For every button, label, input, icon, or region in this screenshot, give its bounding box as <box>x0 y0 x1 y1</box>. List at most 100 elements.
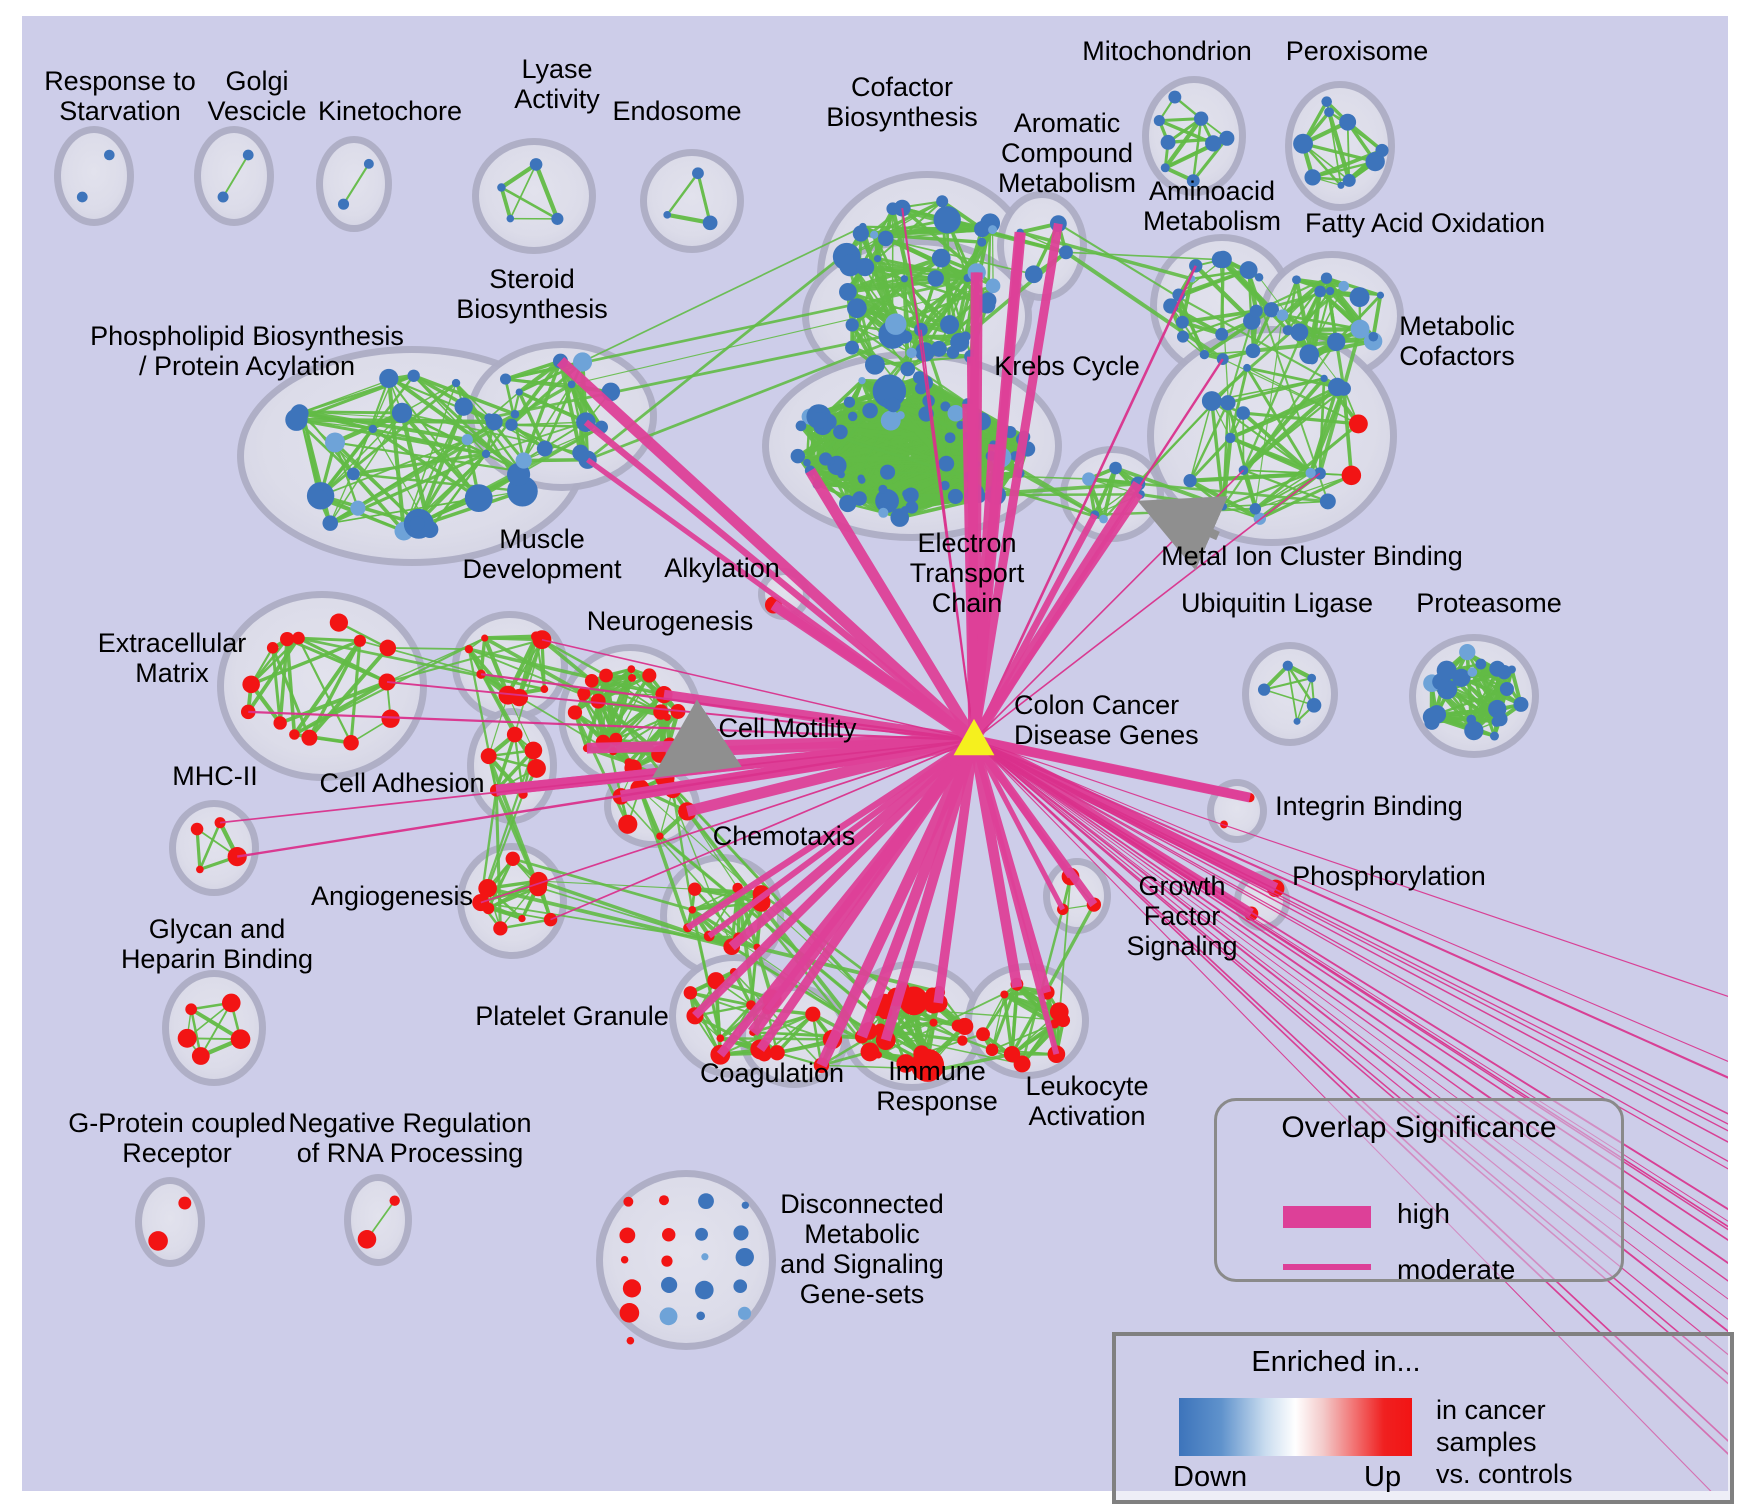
cluster-label-steroid-biosynthesis: Steroid Biosynthesis <box>456 264 608 324</box>
cluster-label-negative-regulation-rna: Negative Regulation of RNA Processing <box>288 1108 532 1168</box>
gene-set-node <box>407 369 420 382</box>
gene-set-node <box>688 906 697 914</box>
gene-set-node <box>518 914 526 923</box>
gene-set-node <box>1168 90 1182 104</box>
gene-set-node <box>1436 660 1457 681</box>
gene-set-node <box>845 318 859 332</box>
gene-set-node <box>735 1247 754 1267</box>
gene-set-node <box>874 1051 882 1059</box>
gene-set-node <box>870 230 879 239</box>
cluster-label-muscle-development: Muscle Development <box>462 524 622 584</box>
hub-edge <box>972 735 1251 803</box>
gene-set-node <box>852 225 869 242</box>
gene-set-node <box>847 411 858 422</box>
gene-set-node <box>944 432 956 444</box>
hub-edge <box>480 739 975 904</box>
gene-set-node <box>1211 251 1229 269</box>
gene-set-node <box>1243 363 1251 372</box>
gene-set-node <box>733 1279 748 1294</box>
gene-set-node <box>1003 1046 1021 1063</box>
cluster-label-metal-ion-cluster-binding: Metal Ion Cluster Binding <box>1161 541 1463 571</box>
gene-set-node <box>389 375 398 383</box>
gene-set-node <box>1507 665 1516 674</box>
gene-set-node <box>242 675 260 694</box>
gene-set-node <box>1368 331 1379 342</box>
arrow-metal-ion <box>1137 496 1228 571</box>
gene-set-node <box>936 195 949 208</box>
gene-set-node <box>481 634 489 642</box>
gene-set-node <box>1293 717 1301 725</box>
annotation-arrows <box>652 496 1228 778</box>
gene-set-node <box>289 729 300 740</box>
gene-set-node <box>506 726 523 743</box>
cluster-label-mhc-ii: MHC-II <box>172 761 258 791</box>
gene-set-node <box>877 230 894 247</box>
cluster-label-leukocyte-activation: Leukocyte Activation <box>1025 1071 1149 1131</box>
gene-set-node <box>353 634 366 647</box>
hub-edge <box>973 472 1321 741</box>
gene-set-node <box>688 882 702 896</box>
gene-set-node <box>350 500 366 516</box>
gene-set-node <box>839 494 857 513</box>
gene-set-node <box>1245 343 1261 359</box>
gene-set-node <box>584 673 599 688</box>
gene-set-node <box>499 373 512 385</box>
cluster-glycan-heparin-binding <box>162 970 266 1086</box>
cluster-negative-regulation-rna <box>344 1174 412 1266</box>
cluster-label-kinetochore: Kinetochore <box>317 96 463 126</box>
gene-set-node <box>1327 377 1347 397</box>
overlap-moderate-swatch <box>1283 1264 1371 1270</box>
gene-set-node <box>464 484 493 513</box>
gene-set-node <box>1290 323 1309 342</box>
gene-set-node <box>661 1255 673 1267</box>
gene-set-node <box>947 404 965 422</box>
gene-set-node <box>940 401 951 412</box>
gene-set-node <box>701 1253 709 1261</box>
cluster-mhc-ii <box>169 800 259 896</box>
gene-set-node <box>624 758 634 767</box>
gene-set-node <box>1342 173 1356 187</box>
gene-set-node <box>524 741 543 760</box>
gene-set-node <box>599 668 613 683</box>
gene-set-node <box>292 631 305 645</box>
gene-set-node <box>497 183 506 192</box>
gene-set-node <box>642 668 657 683</box>
gene-set-node <box>1189 259 1203 273</box>
gene-set-node <box>1160 163 1170 173</box>
gene-set-node <box>900 361 916 377</box>
cluster-label-disconnected-gene-sets: Disconnected Metabolic and Signaling Gen… <box>780 1189 944 1309</box>
gene-set-node <box>572 444 589 462</box>
gene-set-node <box>716 1034 725 1043</box>
cluster-label-extracellular-matrix: Extracellular Matrix <box>97 628 247 688</box>
gene-set-node <box>1000 990 1009 999</box>
gene-set-node <box>1292 275 1301 285</box>
gene-set-node <box>858 376 866 385</box>
cluster-response-to-starvation <box>54 126 134 226</box>
gene-set-node <box>1219 130 1235 146</box>
hub-label: Colon Cancer Disease Genes <box>1014 690 1199 750</box>
gene-set-node <box>619 1227 636 1244</box>
hub-edge <box>805 467 979 743</box>
gene-set-node <box>1220 395 1236 411</box>
hub-edge <box>880 738 979 1042</box>
gene-set-node <box>506 214 515 223</box>
hub-edge <box>541 638 975 741</box>
hub-edge <box>966 356 979 741</box>
gene-set-node <box>927 270 944 287</box>
gene-set-node <box>790 448 806 464</box>
cluster-label-fatty-acid-oxidation: Fatty Acid Oxidation <box>1304 208 1546 238</box>
gene-set-node <box>619 1303 640 1323</box>
gene-set-node <box>1513 696 1529 712</box>
gene-set-node <box>843 285 852 295</box>
gene-set-node <box>733 1225 749 1241</box>
gene-set-node <box>951 1019 964 1032</box>
hub-node-colon-cancer-disease-genes[interactable] <box>953 718 995 756</box>
gene-set-node <box>505 851 520 866</box>
gene-set-node <box>1459 643 1476 661</box>
gene-set-node <box>1325 286 1335 296</box>
gene-set-node <box>847 298 867 318</box>
gene-set-node <box>940 480 950 491</box>
gene-set-node <box>839 254 862 277</box>
gene-set-node <box>929 1018 938 1027</box>
gene-set-node <box>1276 309 1289 321</box>
